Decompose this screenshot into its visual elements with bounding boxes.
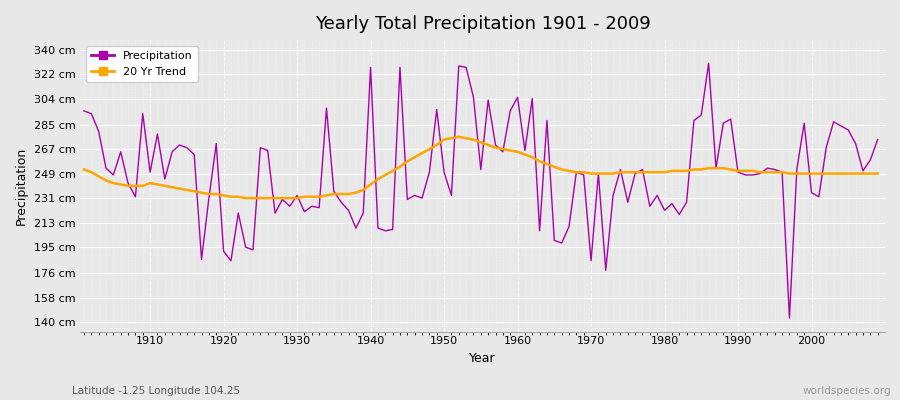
Y-axis label: Precipitation: Precipitation xyxy=(15,147,28,225)
Legend: Precipitation, 20 Yr Trend: Precipitation, 20 Yr Trend xyxy=(86,46,198,82)
Text: worldspecies.org: worldspecies.org xyxy=(803,386,891,396)
X-axis label: Year: Year xyxy=(469,352,496,365)
Title: Yearly Total Precipitation 1901 - 2009: Yearly Total Precipitation 1901 - 2009 xyxy=(315,15,651,33)
Text: Latitude -1.25 Longitude 104.25: Latitude -1.25 Longitude 104.25 xyxy=(72,386,240,396)
